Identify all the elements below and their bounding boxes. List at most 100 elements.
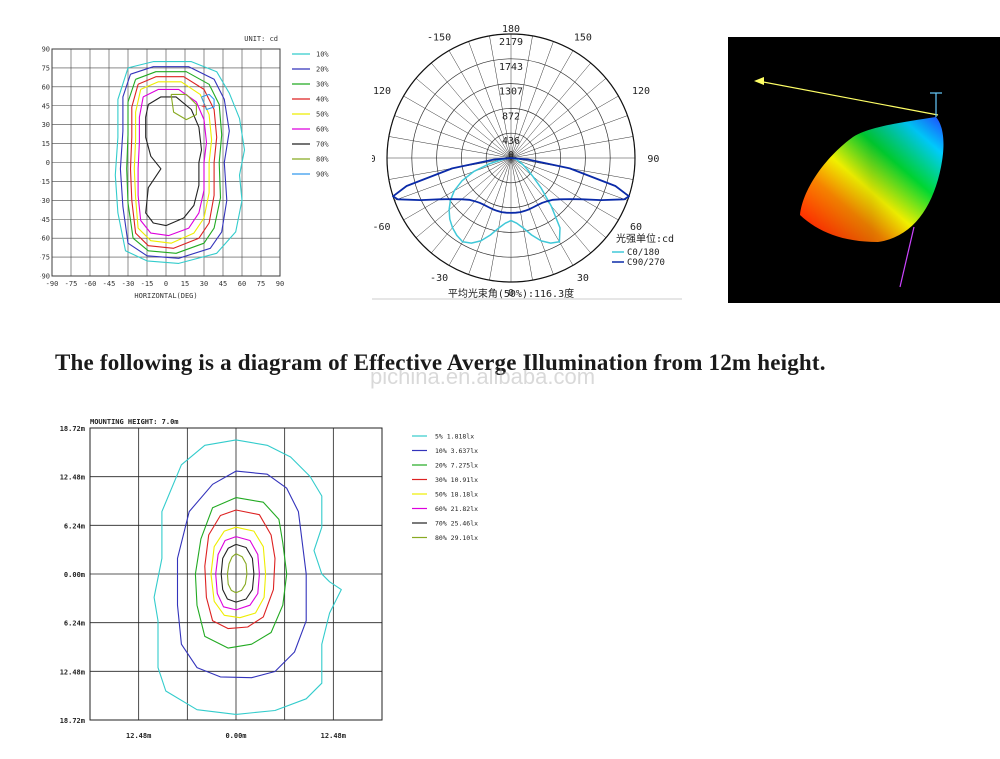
polar-spoke bbox=[394, 115, 512, 159]
y-tick-label: 6.24m bbox=[64, 620, 85, 628]
y-tick-label: -30 bbox=[40, 197, 50, 205]
3d-light-distribution-render bbox=[728, 37, 1000, 303]
peak-marker: + bbox=[201, 102, 207, 112]
isolux-series-1 bbox=[153, 439, 342, 715]
x-tick-label: 45 bbox=[219, 280, 227, 288]
legend-label: 50% 18.18lx bbox=[435, 491, 478, 499]
isocandela-series-7 bbox=[145, 96, 203, 227]
isocandela-svg: -90 -75 -60 -45 -30 -15 0 15 30 45 60 75 90 90 75 60 45 3… bbox=[26, 35, 329, 300]
legend-label: C90/270 bbox=[627, 258, 665, 268]
legend-label: 70% bbox=[316, 141, 329, 149]
3d-render-svg bbox=[754, 77, 944, 288]
legend-label: C0/180 bbox=[627, 248, 660, 258]
polar-outer-ring bbox=[386, 33, 636, 283]
legend-label: 30% 10.91lx bbox=[435, 476, 478, 484]
polar-spoke bbox=[510, 157, 533, 281]
y-tick-label: -60 bbox=[40, 235, 50, 243]
polar-spoke bbox=[403, 157, 512, 221]
polar-series-1 bbox=[448, 157, 561, 244]
polar-spoke bbox=[448, 157, 512, 266]
polar-spoke bbox=[388, 136, 512, 159]
isocandela-series-1 bbox=[114, 61, 246, 264]
polar-series-2 bbox=[392, 157, 630, 214]
polar-unit-label: 光强单位:cd bbox=[616, 232, 674, 245]
y-tick-label: 90 bbox=[42, 46, 50, 54]
legend-label: 20% bbox=[316, 66, 329, 74]
radial-tick-label: 872 bbox=[502, 111, 520, 122]
x-tick-label: -45 bbox=[103, 280, 116, 288]
isocandela-series-8 bbox=[170, 93, 197, 121]
isolux-series-7 bbox=[220, 543, 255, 603]
isocandela-series-4 bbox=[129, 76, 218, 249]
polar-spoke bbox=[468, 41, 512, 159]
legend-label: 90% bbox=[316, 171, 329, 179]
isocandela-series-3 bbox=[126, 71, 223, 254]
angle-tick-label: 60 bbox=[630, 222, 642, 233]
polar-spoke bbox=[415, 78, 512, 159]
isocandela-series-2 bbox=[119, 66, 230, 259]
headline-text: The following is a diagram of Effective … bbox=[55, 350, 826, 375]
legend-label: 60% bbox=[316, 126, 329, 134]
polar-ring bbox=[461, 108, 561, 208]
y-tick-label: 0.00m bbox=[64, 571, 85, 579]
polar-spoke bbox=[510, 78, 607, 159]
legend-label: 80% 29.10lx bbox=[435, 534, 478, 542]
legend-label: 5% 1.818lx bbox=[435, 433, 474, 441]
legend-label: 10% 3.637lx bbox=[435, 447, 478, 455]
isolux-series-3 bbox=[194, 497, 288, 649]
polar-caption: 平均光束角(50%):116.3度 bbox=[448, 287, 574, 300]
polar-spoke bbox=[510, 95, 619, 159]
angle-tick-label: 0 bbox=[508, 288, 514, 299]
isolux-svg: 18.72m 12.48m 6.24m 0.00m 6.24m 12.48m 18.72m 1… bbox=[60, 418, 478, 740]
radial-tick-label: 1743 bbox=[499, 62, 523, 73]
polar-spoke bbox=[510, 62, 591, 159]
x-tick-label: -90 bbox=[46, 280, 59, 288]
polar-svg: 0 436 872 1307 1743 2179 180 -150 150 -120 120 -90 9… bbox=[358, 24, 682, 300]
angle-tick-label: 180 bbox=[502, 24, 520, 35]
polar-ring bbox=[436, 83, 586, 233]
polar-spoke bbox=[415, 157, 512, 238]
x-tick-label: -75 bbox=[65, 280, 78, 288]
polar-spoke bbox=[431, 62, 512, 159]
y-tick-label: 30 bbox=[42, 121, 50, 129]
polar-spoke bbox=[510, 41, 554, 159]
y-tick-label: 75 bbox=[42, 64, 50, 72]
y-tick-label: 12.48m bbox=[60, 668, 85, 676]
polar-spoke bbox=[394, 157, 512, 201]
x-tick-label: -30 bbox=[122, 280, 135, 288]
angle-tick-label: -90 bbox=[372, 154, 376, 165]
polar-spoke bbox=[489, 35, 512, 159]
x-tick-label: -60 bbox=[84, 280, 97, 288]
polar-spoke bbox=[510, 35, 533, 159]
y-tick-label: 18.72m bbox=[60, 425, 85, 433]
radial-tick-label: 0 bbox=[508, 150, 514, 161]
legend-label: 80% bbox=[316, 156, 329, 164]
angle-tick-label: 150 bbox=[574, 32, 592, 43]
y-tick-label: -15 bbox=[40, 178, 50, 186]
x-tick-label: 30 bbox=[200, 280, 208, 288]
y-tick-label: -45 bbox=[40, 216, 50, 224]
isocandela-series-6 bbox=[137, 88, 208, 237]
polar-spoke bbox=[489, 157, 512, 281]
isolux-series-4 bbox=[204, 509, 276, 630]
legend-label: 20% 7.275lx bbox=[435, 462, 478, 470]
x-axis-label: HORIZONTAL(DEG) bbox=[134, 292, 197, 300]
isocandela-series-9 bbox=[200, 93, 215, 111]
legend-label: 70% 25.46lx bbox=[435, 520, 478, 528]
chart-title: MOUNTING HEIGHT: 7.0m bbox=[90, 418, 179, 426]
angle-tick-label: 90 bbox=[647, 154, 659, 165]
x-tick-label: 90 bbox=[276, 280, 284, 288]
polar-ring bbox=[411, 58, 611, 258]
polar-spoke bbox=[510, 136, 634, 159]
y-tick-label: 18.72m bbox=[60, 717, 85, 725]
polar-spoke bbox=[448, 50, 512, 159]
x-tick-label: 75 bbox=[257, 280, 265, 288]
angle-tick-label: -150 bbox=[427, 32, 451, 43]
isolux-series-8 bbox=[226, 553, 248, 594]
watermark-text: pichina.en.alibaba.com bbox=[370, 364, 596, 389]
isolux-series-5 bbox=[210, 526, 267, 619]
legend-label: 60% 21.82lx bbox=[435, 505, 478, 513]
x-tick-label: 0 bbox=[164, 280, 168, 288]
x-tick-label: 12.48m bbox=[126, 732, 151, 740]
radial-tick-label: 1307 bbox=[499, 87, 523, 98]
